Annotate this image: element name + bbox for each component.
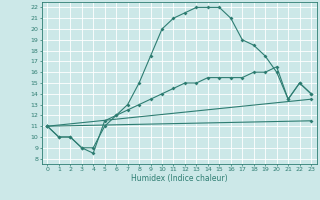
X-axis label: Humidex (Indice chaleur): Humidex (Indice chaleur): [131, 174, 228, 183]
